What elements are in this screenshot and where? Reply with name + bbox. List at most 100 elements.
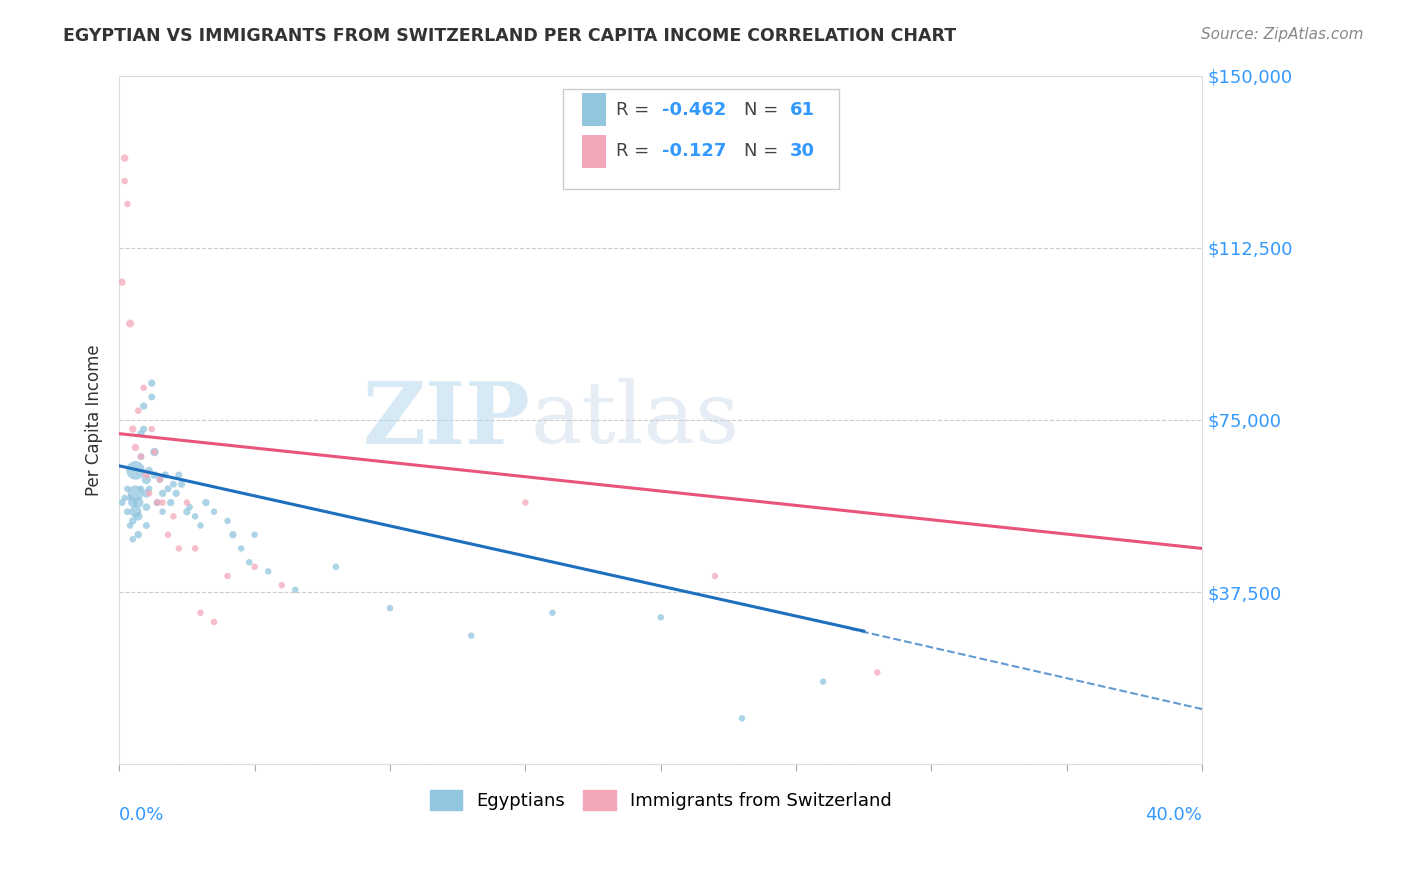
Point [121, 495, 143, 509]
Text: 30: 30 [790, 143, 814, 161]
Point [127, 495, 149, 509]
Point [165, 486, 187, 500]
Text: N =: N = [744, 143, 785, 161]
Point [190, 518, 212, 533]
Point [138, 463, 160, 477]
Point [143, 468, 166, 483]
Point [114, 174, 136, 188]
Point [378, 601, 401, 615]
Text: EGYPTIAN VS IMMIGRANTS FROM SWITZERLAND PER CAPITA INCOME CORRELATION CHART: EGYPTIAN VS IMMIGRANTS FROM SWITZERLAND … [63, 27, 956, 45]
Text: 61: 61 [790, 101, 814, 119]
Text: 40.0%: 40.0% [1146, 805, 1202, 823]
Text: R =: R = [616, 143, 655, 161]
Point [190, 606, 212, 620]
Point [162, 477, 184, 491]
Point [143, 445, 166, 459]
Point [217, 514, 239, 528]
Point [159, 495, 181, 509]
Point [703, 569, 725, 583]
Bar [582, 135, 606, 168]
Point [866, 665, 889, 680]
Point [238, 555, 260, 569]
Point [152, 495, 174, 509]
Point [243, 527, 266, 541]
Point [460, 629, 482, 643]
Point [127, 509, 149, 524]
Point [162, 509, 184, 524]
Point [129, 482, 152, 496]
Point [132, 422, 155, 436]
Point [257, 565, 280, 579]
Point [184, 509, 207, 524]
Point [135, 518, 157, 533]
Point [541, 606, 564, 620]
Point [141, 422, 163, 436]
Point [202, 615, 225, 629]
Point [325, 559, 347, 574]
Point [127, 527, 149, 541]
Point [156, 482, 179, 496]
Point [120, 317, 142, 331]
Bar [582, 94, 606, 127]
Point [132, 399, 155, 413]
Point [120, 491, 142, 505]
Point [121, 514, 143, 528]
Point [124, 505, 146, 519]
Legend: Egyptians, Immigrants from Switzerland: Egyptians, Immigrants from Switzerland [422, 783, 900, 817]
Point [129, 450, 152, 464]
Point [117, 197, 139, 211]
Text: Source: ZipAtlas.com: Source: ZipAtlas.com [1201, 27, 1364, 42]
Text: -0.127: -0.127 [662, 143, 727, 161]
Point [114, 491, 136, 505]
Point [135, 500, 157, 515]
Point [117, 482, 139, 496]
Point [152, 505, 174, 519]
Point [194, 495, 217, 509]
Point [124, 441, 146, 455]
Point [515, 495, 537, 509]
Point [120, 518, 142, 533]
Point [184, 541, 207, 556]
Text: atlas: atlas [531, 378, 740, 461]
Point [141, 390, 163, 404]
Point [650, 610, 672, 624]
Point [167, 468, 190, 483]
Text: R =: R = [616, 101, 655, 119]
Point [229, 541, 252, 556]
Point [811, 674, 834, 689]
Point [156, 527, 179, 541]
Text: ZIP: ZIP [363, 378, 531, 462]
Point [176, 495, 198, 509]
Point [155, 468, 177, 483]
Point [114, 151, 136, 165]
Point [284, 582, 307, 597]
Point [152, 486, 174, 500]
Point [111, 495, 134, 509]
Point [202, 505, 225, 519]
Point [129, 450, 152, 464]
Point [243, 559, 266, 574]
Point [138, 482, 160, 496]
Point [124, 463, 146, 477]
Text: -0.462: -0.462 [662, 101, 727, 119]
Text: 0.0%: 0.0% [120, 805, 165, 823]
Point [167, 541, 190, 556]
Point [135, 468, 157, 483]
Point [132, 381, 155, 395]
Point [121, 422, 143, 436]
Point [149, 473, 172, 487]
Point [135, 473, 157, 487]
Point [146, 495, 169, 509]
Y-axis label: Per Capita Income: Per Capita Income [86, 344, 103, 496]
FancyBboxPatch shape [564, 89, 839, 189]
Text: N =: N = [744, 101, 785, 119]
Point [170, 477, 193, 491]
Point [111, 275, 134, 289]
Point [124, 486, 146, 500]
Point [179, 500, 201, 515]
Point [217, 569, 239, 583]
Point [121, 533, 143, 547]
Point [270, 578, 292, 592]
Point [141, 376, 163, 391]
Point [222, 527, 245, 541]
